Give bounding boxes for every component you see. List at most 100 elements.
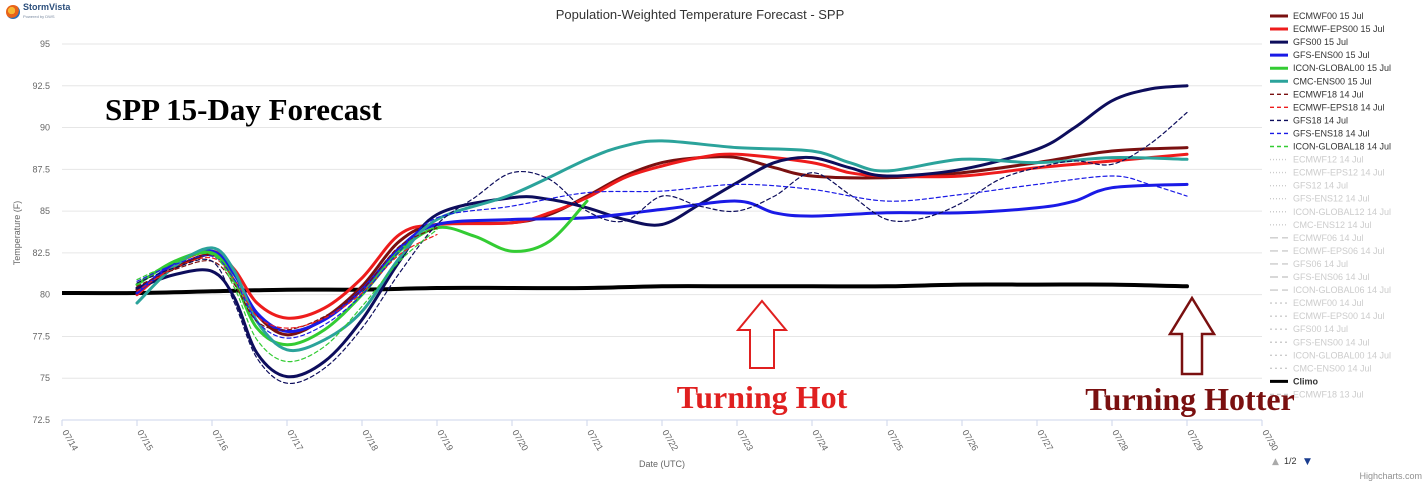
legend-label: ECMWF-EPS00 15 Jul [1293,24,1385,34]
legend-label: GFS-ENS18 14 Jul [1293,128,1370,138]
x-tick-label: 07/28 [1110,428,1130,453]
legend-item[interactable]: ECMWF06 14 Jul [1270,233,1364,243]
x-tick-label: 07/15 [135,428,155,453]
legend-item[interactable]: GFS-ENS18 14 Jul [1270,128,1370,138]
x-tick-label: 07/30 [1260,428,1280,453]
legend-item[interactable]: ICON-GLOBAL12 14 Jul [1270,207,1391,217]
series-line-ecmwf-eps18-14-jul [136,233,438,329]
y-axis-label: Temperature (F) [12,201,22,266]
legend-page-indicator: 1/2 [1284,456,1297,466]
overlay-turning-hotter: Turning Hotter [1085,381,1295,417]
legend-item[interactable]: GFS-ENS12 14 Jul [1270,194,1370,204]
x-tick-label: 07/14 [60,428,80,453]
legend-label: GFS12 14 Jul [1293,181,1348,191]
x-tick-label: 07/18 [360,428,380,453]
y-tick-label: 80 [40,290,50,300]
series-layer [62,84,1189,385]
legend-item[interactable]: ECMWF18 14 Jul [1270,89,1364,99]
legend-paging[interactable]: ▲ 1/2 ▼ [1272,456,1311,467]
series-line-gfs18-14-jul [136,111,1188,385]
legend-label: GFS18 14 Jul [1293,115,1348,125]
legend-label: GFS06 14 Jul [1293,259,1348,269]
legend-item[interactable]: ICON-GLOBAL18 14 Jul [1270,142,1391,152]
legend-item[interactable]: ECMWF-EPS06 14 Jul [1270,246,1385,256]
legend-label: ECMWF00 15 Jul [1293,11,1364,21]
legend-label: CMC-ENS12 14 Jul [1293,220,1372,230]
legend-page-up-icon[interactable]: ▲ [1272,457,1279,467]
x-tick-label: 07/23 [735,428,755,453]
hotter-up-arrow-icon [1167,295,1217,376]
x-tick-label: 07/16 [210,428,230,453]
series-line-ecmwf00-15-jul [135,146,1189,337]
highcharts-credits[interactable]: Highcharts.com [1359,471,1422,481]
legend-label: ECMWF-EPS12 14 Jul [1293,168,1385,178]
legend-item[interactable]: ECMWF18 13 Jul [1270,389,1364,399]
legend-label: ICON-GLOBAL00 15 Jul [1293,63,1391,73]
legend-label: GFS-ENS00 14 Jul [1293,337,1370,347]
legend-item[interactable]: ICON-GLOBAL00 14 Jul [1270,350,1391,360]
legend-label: ECMWF-EPS06 14 Jul [1293,246,1385,256]
y-tick-label: 77.5 [32,331,50,341]
x-tick-label: 07/21 [585,428,605,453]
x-tick-label: 07/17 [285,428,305,453]
legend-item[interactable]: ECMWF-EPS00 15 Jul [1270,24,1385,34]
legend-item[interactable]: CMC-ENS00 14 Jul [1270,363,1372,373]
y-tick-label: 95 [40,39,50,49]
x-tick-label: 07/19 [435,428,455,453]
stormvista-logo: StormVista Powered by DWS [6,3,70,21]
legend-label: ICON-GLOBAL00 14 Jul [1293,350,1391,360]
legend-item[interactable]: GFS18 14 Jul [1270,115,1348,125]
x-tick-label: 07/22 [660,428,680,453]
y-tick-label: 87.5 [32,164,50,174]
legend-label: ICON-GLOBAL18 14 Jul [1293,142,1391,152]
hot-up-arrow-icon [735,299,789,369]
x-axis-ticks: 07/14 07/15 07/16 07/17 07/18 07/19 07/20 07/21… [60,420,1280,453]
x-axis-label: Date (UTC) [639,459,685,469]
stormvista-logo-icon [6,5,20,19]
legend-label: GFS-ENS06 14 Jul [1293,272,1370,282]
legend-item[interactable]: GFS00 15 Jul [1270,37,1348,47]
y-tick-label: 75 [40,373,50,383]
legend-item[interactable]: CMC-ENS00 15 Jul [1270,76,1372,86]
legend-label: ECMWF18 14 Jul [1293,89,1364,99]
legend-item[interactable]: GFS-ENS00 14 Jul [1270,337,1370,347]
legend-item[interactable]: ECMWF-EPS12 14 Jul [1270,168,1385,178]
y-axis-ticks: 72.5 75 77.5 80 82.5 85 87.5 90 92.5 95 [32,39,50,425]
grid-layer [62,43,1262,421]
legend-label: ECMWF18 13 Jul [1293,389,1364,399]
legend-item[interactable]: GFS06 14 Jul [1270,259,1348,269]
legend-item[interactable]: ICON-GLOBAL06 14 Jul [1270,285,1391,295]
series-line-icon-global00-15-jul [135,199,589,347]
legend-item[interactable]: Climo [1270,376,1319,386]
legend-label: ECMWF06 14 Jul [1293,233,1364,243]
legend-item[interactable]: ECMWF12 14 Jul [1270,155,1364,165]
legend-page-down-icon[interactable]: ▼ [1304,457,1311,467]
y-tick-label: 90 [40,123,50,133]
legend-item[interactable]: ECMWF-EPS00 14 Jul [1270,311,1385,321]
legend-item[interactable]: GFS-ENS00 15 Jul [1270,50,1370,60]
legend-label: ECMWF-EPS18 14 Jul [1293,102,1385,112]
legend-item[interactable]: ECMWF00 14 Jul [1270,298,1364,308]
legend-item[interactable]: GFS-ENS06 14 Jul [1270,272,1370,282]
legend-item[interactable]: GFS00 14 Jul [1270,324,1348,334]
series-line-climo [62,282,1189,296]
legend-item[interactable]: ECMWF-EPS18 14 Jul [1270,102,1385,112]
overlay-big-title: SPP 15-Day Forecast [105,92,382,127]
legend-item[interactable]: GFS12 14 Jul [1270,181,1348,191]
legend-item[interactable]: ICON-GLOBAL00 15 Jul [1270,63,1391,73]
legend-item[interactable]: ECMWF00 15 Jul [1270,11,1364,21]
x-tick-label: 07/20 [510,428,530,453]
series-line-icon-global18-14-jul [136,228,438,363]
overlay-turning-hot: Turning Hot [677,379,848,415]
legend-item[interactable]: CMC-ENS12 14 Jul [1270,220,1372,230]
legend-label: ECMWF-EPS00 14 Jul [1293,311,1385,321]
legend-label: CMC-ENS00 15 Jul [1293,76,1372,86]
x-tick-label: 07/25 [885,428,905,453]
x-tick-label: 07/29 [1185,428,1205,453]
legend-label: ECMWF00 14 Jul [1293,298,1364,308]
legend-label: ECMWF12 14 Jul [1293,155,1364,165]
x-tick-label: 07/27 [1035,428,1055,453]
logo-text: StormVista [23,2,71,12]
legend-label: Climo [1293,376,1319,386]
